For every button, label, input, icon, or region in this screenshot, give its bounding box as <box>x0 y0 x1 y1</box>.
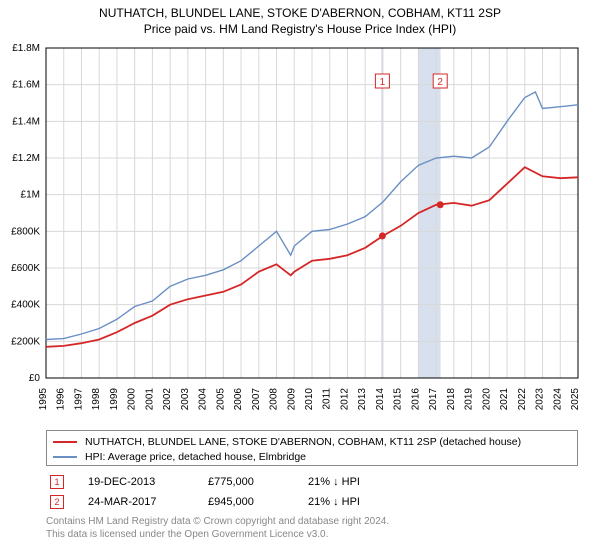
svg-text:2024: 2024 <box>552 388 563 411</box>
title-line-2: Price paid vs. HM Land Registry's House … <box>0 22 600 36</box>
svg-text:2021: 2021 <box>499 388 510 411</box>
svg-text:1997: 1997 <box>73 388 84 411</box>
legend-item-hpi: HPI: Average price, detached house, Elmb… <box>53 449 571 464</box>
tx-marker-2: 2 <box>50 495 64 509</box>
table-row: 2 24-MAR-2017 £945,000 21% ↓ HPI <box>46 492 578 512</box>
svg-text:2004: 2004 <box>198 388 209 411</box>
svg-text:2010: 2010 <box>304 388 315 411</box>
svg-text:2012: 2012 <box>339 388 350 411</box>
tx-delta-1: 21% ↓ HPI <box>308 476 408 488</box>
svg-text:2006: 2006 <box>233 388 244 411</box>
legend-swatch-subject <box>53 441 77 443</box>
svg-text:2005: 2005 <box>215 388 226 411</box>
svg-text:£1.2M: £1.2M <box>12 153 40 164</box>
tx-date-1: 19-DEC-2013 <box>88 476 208 488</box>
legend-label-subject: NUTHATCH, BLUNDEL LANE, STOKE D'ABERNON,… <box>85 436 521 448</box>
svg-text:£400K: £400K <box>11 300 40 311</box>
plot-area: £0£200K£400K£600K£800K£1M£1.2M£1.4M£1.6M… <box>46 48 578 378</box>
svg-text:2003: 2003 <box>180 388 191 411</box>
svg-text:2023: 2023 <box>535 388 546 411</box>
svg-text:2000: 2000 <box>127 388 138 411</box>
svg-text:1999: 1999 <box>109 388 120 411</box>
svg-text:£1.6M: £1.6M <box>12 80 40 91</box>
svg-text:2015: 2015 <box>393 388 404 411</box>
svg-text:£1M: £1M <box>21 190 40 201</box>
svg-text:2013: 2013 <box>357 388 368 411</box>
transactions-table: 1 19-DEC-2013 £775,000 21% ↓ HPI 2 24-MA… <box>46 472 578 512</box>
svg-text:2017: 2017 <box>428 388 439 411</box>
chart-container: NUTHATCH, BLUNDEL LANE, STOKE D'ABERNON,… <box>0 0 600 560</box>
svg-text:2001: 2001 <box>144 388 155 411</box>
tx-marker-1: 1 <box>50 475 64 489</box>
tx-price-2: £945,000 <box>208 496 308 508</box>
footer-line-1: Contains HM Land Registry data © Crown c… <box>46 516 578 529</box>
svg-text:2011: 2011 <box>322 388 333 410</box>
title-line-1: NUTHATCH, BLUNDEL LANE, STOKE D'ABERNON,… <box>0 6 600 20</box>
svg-text:2002: 2002 <box>162 388 173 411</box>
footer: Contains HM Land Registry data © Crown c… <box>46 516 578 541</box>
legend-swatch-hpi <box>53 456 77 458</box>
tx-date-2: 24-MAR-2017 <box>88 496 208 508</box>
table-row: 1 19-DEC-2013 £775,000 21% ↓ HPI <box>46 472 578 492</box>
svg-text:£0: £0 <box>29 373 41 384</box>
svg-text:1996: 1996 <box>56 388 67 411</box>
svg-text:2007: 2007 <box>251 388 262 411</box>
tx-delta-2: 21% ↓ HPI <box>308 496 408 508</box>
svg-text:2018: 2018 <box>446 388 457 411</box>
line-chart-svg: £0£200K£400K£600K£800K£1M£1.2M£1.4M£1.6M… <box>46 48 578 428</box>
svg-text:1: 1 <box>380 77 386 88</box>
svg-text:£800K: £800K <box>11 226 40 237</box>
svg-text:2009: 2009 <box>286 388 297 411</box>
svg-text:2014: 2014 <box>375 388 386 411</box>
svg-text:2019: 2019 <box>464 388 475 411</box>
svg-text:£600K: £600K <box>11 263 40 274</box>
tx-price-1: £775,000 <box>208 476 308 488</box>
footer-line-2: This data is licensed under the Open Gov… <box>46 529 578 542</box>
title-block: NUTHATCH, BLUNDEL LANE, STOKE D'ABERNON,… <box>0 0 600 36</box>
svg-text:£1.8M: £1.8M <box>12 43 40 54</box>
svg-text:2008: 2008 <box>269 388 280 411</box>
svg-text:£200K: £200K <box>11 336 40 347</box>
legend: NUTHATCH, BLUNDEL LANE, STOKE D'ABERNON,… <box>46 430 578 466</box>
svg-text:2025: 2025 <box>570 388 581 411</box>
svg-text:2: 2 <box>437 77 443 88</box>
svg-text:1995: 1995 <box>38 388 49 411</box>
svg-text:2022: 2022 <box>517 388 528 411</box>
svg-text:£1.4M: £1.4M <box>12 116 40 127</box>
svg-text:2020: 2020 <box>481 388 492 411</box>
svg-text:1998: 1998 <box>91 388 102 411</box>
legend-label-hpi: HPI: Average price, detached house, Elmb… <box>85 451 306 463</box>
legend-item-subject: NUTHATCH, BLUNDEL LANE, STOKE D'ABERNON,… <box>53 434 571 449</box>
svg-text:2016: 2016 <box>410 388 421 411</box>
